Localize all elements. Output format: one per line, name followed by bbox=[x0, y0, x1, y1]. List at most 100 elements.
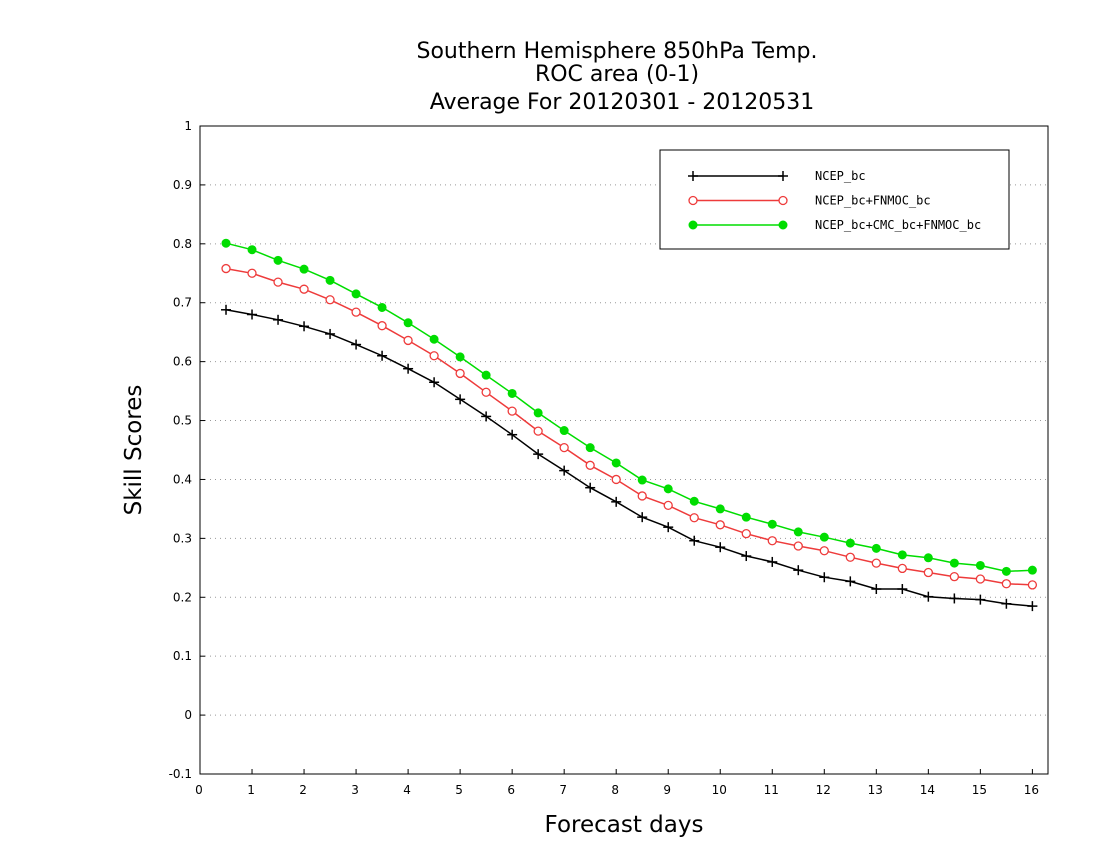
data-point-open-circle bbox=[778, 195, 788, 206]
data-point-open-circle bbox=[481, 387, 491, 397]
data-point-open-circle bbox=[507, 406, 517, 416]
data-point-open-circle bbox=[533, 426, 543, 436]
data-point-open-circle bbox=[688, 195, 698, 206]
x-tick-label: 10 bbox=[712, 783, 727, 797]
title-line-3: Average For 20120301 - 20120531 bbox=[430, 90, 815, 115]
data-point-filled-circle bbox=[455, 352, 465, 362]
data-point-open-circle bbox=[403, 335, 413, 346]
data-point-open-circle bbox=[455, 368, 465, 379]
y-tick-label: -0.1 bbox=[169, 767, 192, 781]
data-point-open-circle bbox=[975, 574, 986, 584]
x-tick-label: 12 bbox=[816, 783, 831, 797]
data-point-open-circle bbox=[351, 307, 361, 317]
data-point-open-circle bbox=[637, 491, 647, 501]
data-point-plus bbox=[507, 429, 518, 440]
y-tick-label: 0.4 bbox=[173, 472, 192, 486]
data-point-plus bbox=[793, 565, 804, 576]
data-point-filled-circle bbox=[975, 560, 985, 570]
legend-box bbox=[659, 149, 1010, 250]
y-axis-label: Skill Scores bbox=[121, 385, 147, 516]
y-tick-label: 0.1 bbox=[173, 649, 192, 663]
legend-entry: NCEP_bc+CMC_bc+FNMOC_bc bbox=[688, 218, 981, 232]
data-point-open-circle bbox=[689, 513, 699, 523]
y-axis: -0.1 0 0.1 0.2 0.3 0.4 0.5 0.6 0.7 0.8 0.9 1 bbox=[169, 119, 205, 781]
data-point-open-circle bbox=[767, 536, 777, 546]
data-point-filled-circle bbox=[845, 538, 855, 548]
data-point-filled-circle bbox=[897, 550, 907, 560]
legend-label: NCEP_bc bbox=[815, 169, 866, 183]
plot-area bbox=[199, 125, 1049, 775]
data-point-filled-circle bbox=[325, 275, 335, 285]
data-point-open-circle bbox=[923, 567, 933, 578]
data-point-filled-circle bbox=[247, 245, 257, 255]
x-tick-label: 5 bbox=[455, 783, 463, 797]
data-point-filled-circle bbox=[611, 458, 621, 468]
data-point-plus bbox=[533, 449, 544, 460]
x-tick-label: 7 bbox=[559, 783, 567, 797]
x-tick-label: 8 bbox=[611, 783, 619, 797]
data-point-open-circle bbox=[559, 442, 569, 453]
data-point-filled-circle bbox=[767, 519, 777, 529]
data-point-plus bbox=[455, 394, 466, 405]
series-line bbox=[225, 267, 1033, 586]
data-point-filled-circle bbox=[377, 302, 387, 312]
data-point-filled-circle bbox=[688, 220, 698, 230]
data-point-filled-circle bbox=[637, 475, 647, 485]
data-point-filled-circle bbox=[273, 255, 283, 265]
data-point-open-circle bbox=[819, 546, 829, 556]
data-point-filled-circle bbox=[533, 408, 543, 418]
data-point-open-circle bbox=[325, 295, 335, 305]
x-tick-label: 0 bbox=[195, 783, 203, 797]
data-point-filled-circle bbox=[741, 512, 751, 522]
data-point-open-circle bbox=[221, 263, 231, 274]
series-layer bbox=[221, 238, 1038, 612]
x-tick-label: 14 bbox=[920, 783, 935, 797]
data-point-plus bbox=[819, 572, 830, 583]
y-tick-label: 0.3 bbox=[173, 531, 192, 545]
data-point-plus bbox=[715, 542, 726, 553]
legend-label: NCEP_bc+FNMOC_bc bbox=[815, 194, 931, 208]
data-point-open-circle bbox=[715, 520, 725, 530]
data-point-open-circle bbox=[1001, 579, 1012, 589]
data-point-plus bbox=[663, 522, 674, 533]
data-point-plus bbox=[403, 363, 414, 374]
legend-label: NCEP_bc+CMC_bc+FNMOC_bc bbox=[815, 218, 981, 232]
data-point-filled-circle bbox=[871, 543, 881, 553]
x-tick-label: 13 bbox=[868, 783, 883, 797]
y-tick-label: 0.5 bbox=[173, 414, 192, 428]
data-point-open-circle bbox=[273, 277, 283, 287]
data-point-filled-circle bbox=[585, 443, 595, 453]
y-tick-label: 0.9 bbox=[173, 178, 192, 192]
data-point-open-circle bbox=[1027, 580, 1038, 590]
series-line bbox=[225, 309, 1033, 607]
data-point-filled-circle bbox=[299, 264, 309, 274]
legend-entry: NCEP_bc bbox=[688, 169, 866, 183]
series-3 bbox=[221, 238, 1037, 576]
data-point-filled-circle bbox=[793, 527, 803, 537]
data-point-filled-circle bbox=[715, 504, 725, 514]
data-point-open-circle bbox=[377, 321, 387, 331]
x-axis-label: Forecast days bbox=[545, 812, 704, 838]
data-point-plus bbox=[273, 314, 284, 325]
title-line-2: ROC area (0-1) bbox=[535, 62, 699, 87]
data-point-open-circle bbox=[741, 529, 751, 539]
data-point-filled-circle bbox=[689, 496, 699, 506]
data-point-open-circle bbox=[897, 563, 907, 574]
x-tick-label: 11 bbox=[764, 783, 779, 797]
data-point-open-circle bbox=[871, 558, 881, 568]
data-point-filled-circle bbox=[429, 334, 439, 344]
data-point-open-circle bbox=[663, 500, 673, 511]
data-point-open-circle bbox=[611, 474, 621, 485]
data-point-plus bbox=[923, 591, 934, 602]
data-point-open-circle bbox=[429, 351, 439, 361]
data-point-filled-circle bbox=[1027, 565, 1037, 575]
x-tick-label: 4 bbox=[403, 783, 411, 797]
data-point-plus bbox=[559, 465, 570, 476]
series-1 bbox=[221, 304, 1038, 612]
data-point-plus bbox=[221, 304, 232, 315]
data-point-plus bbox=[689, 535, 700, 546]
data-point-plus bbox=[377, 350, 388, 361]
x-tick-label: 15 bbox=[972, 783, 987, 797]
data-point-plus bbox=[688, 171, 698, 181]
data-point-plus bbox=[299, 321, 310, 332]
